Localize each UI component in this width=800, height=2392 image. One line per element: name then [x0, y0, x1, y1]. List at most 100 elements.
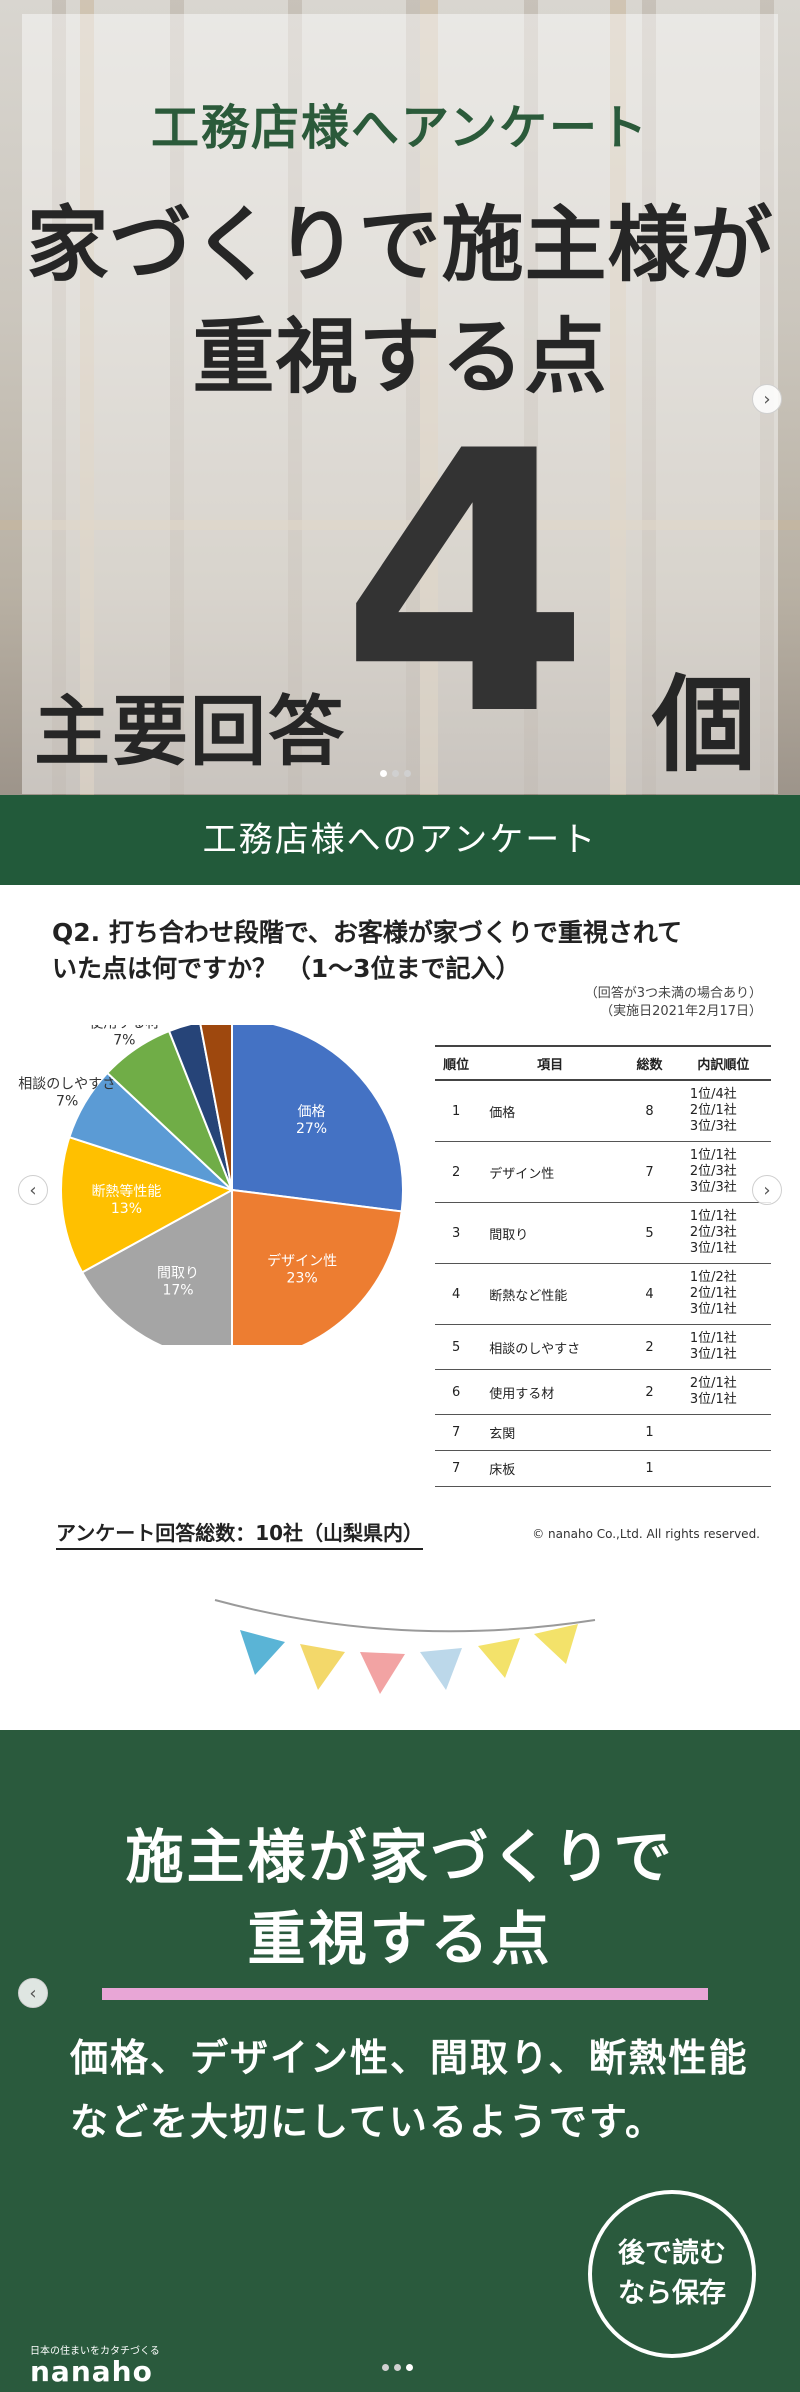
pie-value-label: 27% [296, 1121, 327, 1137]
text-panel [22, 14, 778, 794]
carousel-dot[interactable] [404, 770, 411, 777]
header-rank: 順位 [435, 1045, 478, 1081]
pie-value-label: 7% [113, 1033, 135, 1049]
row-rank: 3 [435, 1202, 478, 1264]
breakdown-line: 2位/1社 [689, 1376, 737, 1391]
table-row: 4 断熱など性能 4 1位/2社 2位/1社 3位/1社 [435, 1263, 771, 1325]
row-rank: 2 [435, 1141, 478, 1203]
breakdown-line: 3位/3社 [689, 1119, 737, 1134]
next-slide-button[interactable]: › [752, 384, 782, 414]
carousel-dot[interactable] [406, 2364, 413, 2371]
save-later-line2: なら保存 [618, 2278, 726, 2309]
pie-category-label: 間取り [157, 1265, 199, 1281]
survey-note: （回答が3つ未満の場合あり） （実施日2021年2月17日） [585, 985, 762, 1021]
row-breakdown: 1位/2社 2位/1社 3位/1社 [675, 1263, 771, 1325]
survey-question-line2: いた点は何ですか？ （1〜3位まで記入） [52, 954, 521, 983]
next-slide-button[interactable]: › [752, 1175, 782, 1205]
prev-slide-button[interactable]: ‹ [18, 1978, 48, 2008]
save-later-badge: 後で読む なら保存 [588, 2190, 756, 2358]
save-later-line1: 後で読む [618, 2238, 726, 2269]
pie-chart: 価格27%デザイン性23%間取り17%断熱等性能13%相談のしやすさ7%使用する… [18, 983, 404, 1363]
cover-title-line1: 家づくりで施主様が [26, 198, 774, 293]
row-item: デザイン性 [477, 1141, 624, 1203]
breakdown-line: 2位/3社 [689, 1225, 737, 1240]
wood-beam [0, 520, 800, 530]
table-row: 6 使用する材 2 2位/1社 3位/1社 [435, 1369, 771, 1415]
breakdown-line: 1位/1社 [689, 1209, 737, 1224]
row-total: 4 [623, 1263, 676, 1325]
bunting-banner [0, 1590, 800, 1730]
carousel-dot[interactable] [392, 770, 399, 777]
row-rank: 7 [435, 1414, 478, 1451]
ranking-table-body: 1 価格 8 1位/4社 2位/1社 3位/3社 2 デザイン性 7 1位/1社 2位/3社 3位/3… [435, 1080, 771, 1487]
pie-category-label: デザイン性 [267, 1253, 337, 1270]
breakdown-line: 3位/1社 [689, 1347, 737, 1362]
row-item: 床板 [477, 1450, 624, 1487]
carousel-dots [382, 2364, 413, 2371]
breakdown-line: 1位/1社 [689, 1331, 737, 1346]
pie-chart-area: 価格27%デザイン性23%間取り17%断熱等性能13%相談のしやすさ7%使用する… [0, 983, 440, 1363]
carousel-dot[interactable] [394, 2364, 401, 2371]
carousel-dot[interactable] [380, 770, 387, 777]
breakdown-line: 2位/1社 [689, 1103, 737, 1118]
row-breakdown: 1位/4社 2位/1社 3位/3社 [675, 1080, 771, 1142]
carousel-dots [380, 770, 411, 777]
prev-slide-button[interactable]: ‹ [18, 1175, 48, 1205]
header-breakdown: 内訳順位 [675, 1045, 771, 1081]
survey-question-line1: Q2. 打ち合わせ段階で、お客様が家づくりで重視されて [52, 918, 683, 947]
slide-summary: 施主様が家づくりで 重視する点 価格、デザイン性、間取り、断熱性能などを大切にし… [0, 1590, 800, 2392]
row-rank: 7 [435, 1450, 478, 1487]
cover-title-line2: 重視する点 [192, 310, 608, 405]
table-row: 7 床板 1 [435, 1450, 771, 1487]
row-rank: 5 [435, 1324, 478, 1370]
row-breakdown [675, 1450, 771, 1487]
wood-beam [80, 0, 94, 795]
cover-main-answers-label: 主要回答 [34, 687, 346, 776]
copyright: © nanaho Co.,Ltd. All rights reserved. [532, 1527, 760, 1541]
pie-category-label: 使用する材 [89, 1025, 159, 1032]
row-total: 7 [623, 1141, 676, 1203]
row-breakdown: 1位/1社 2位/3社 3位/1社 [675, 1202, 771, 1264]
survey-header: 工務店様へのアンケート [0, 795, 800, 885]
pie-category-label: 相談のしやすさ [18, 1077, 116, 1093]
row-total: 2 [623, 1324, 676, 1370]
row-item: 相談のしやすさ [477, 1324, 624, 1370]
pie-value-label: 23% [287, 1271, 318, 1287]
breakdown-line: 3位/1社 [689, 1392, 737, 1407]
cover-subtitle: 工務店様へアンケート [150, 100, 650, 156]
survey-question: Q2. 打ち合わせ段階で、お客様が家づくりで重視されて いた点は何ですか？ （1… [52, 915, 752, 987]
row-total: 5 [623, 1202, 676, 1264]
row-item: 使用する材 [477, 1369, 624, 1415]
pie-value-label: 7% [56, 1094, 78, 1110]
row-item: 玄関 [477, 1414, 624, 1451]
slide-survey-results: 工務店様へのアンケート Q2. 打ち合わせ段階で、お客様が家づくりで重視されて … [0, 795, 800, 1590]
pie-slice [60, 1135, 235, 1274]
summary-body: 価格、デザイン性、間取り、断熱性能などを大切にしているようです。 [70, 2036, 749, 2144]
row-breakdown [675, 1414, 771, 1451]
breakdown-line: 1位/1社 [689, 1148, 737, 1163]
cover-count-unit: 個 [652, 664, 757, 786]
table-row: 2 デザイン性 7 1位/1社 2位/3社 3位/3社 [435, 1141, 771, 1203]
row-item: 断熱など性能 [477, 1263, 624, 1325]
title-underline-bar [102, 1988, 708, 2000]
row-breakdown: 1位/1社 2位/3社 3位/3社 [675, 1141, 771, 1203]
slide-cover: 工務店様へアンケート 家づくりで施主様が 重視する点 4 主要回答 個 › [0, 0, 800, 795]
breakdown-line: 1位/4社 [689, 1087, 737, 1102]
row-item: 価格 [477, 1080, 624, 1142]
row-total: 8 [623, 1080, 676, 1142]
table-row: 3 間取り 5 1位/1社 2位/3社 3位/1社 [435, 1202, 771, 1264]
wood-beam [420, 0, 438, 795]
breakdown-line: 2位/3社 [689, 1164, 737, 1179]
header-item: 項目 [477, 1045, 624, 1081]
row-breakdown: 2位/1社 3位/1社 [675, 1369, 771, 1415]
carousel-dot[interactable] [382, 2364, 389, 2371]
survey-total-respondents: アンケート回答総数：10社（山梨県内） [56, 1517, 424, 1550]
bunting-flags-icon [214, 1599, 596, 1694]
breakdown-line: 3位/3社 [689, 1180, 737, 1195]
nanaho-logo: nanaho [30, 2355, 153, 2388]
table-row: 7 玄関 1 [435, 1414, 771, 1451]
breakdown-line: 3位/1社 [689, 1241, 737, 1256]
row-rank: 4 [435, 1263, 478, 1325]
summary-title-line2: 重視する点 [247, 1905, 553, 1973]
